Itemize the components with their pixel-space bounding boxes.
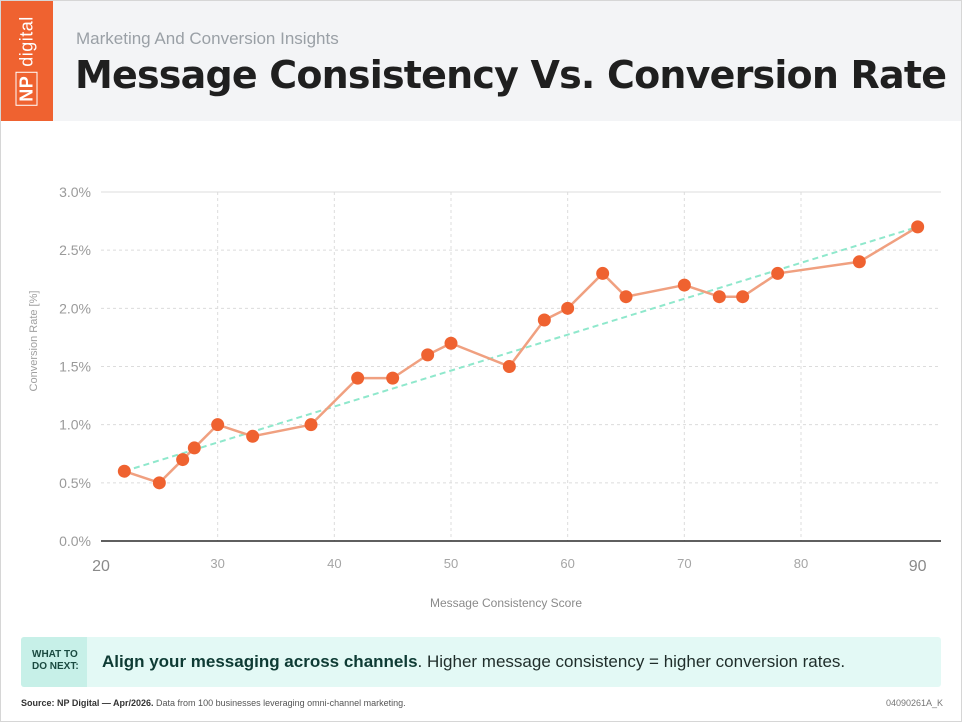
data-point xyxy=(596,266,610,280)
source-rest: Data from 100 businesses leveraging omni… xyxy=(153,698,406,708)
page-title: Message Consistency Vs. Conversion Rate xyxy=(75,53,947,97)
data-point xyxy=(211,418,225,432)
data-point xyxy=(771,266,785,280)
x-tick-label: 20 xyxy=(92,558,110,575)
data-point xyxy=(246,429,260,443)
series-line xyxy=(123,225,919,485)
x-tick-label: 80 xyxy=(794,556,808,571)
x-tick-label: 90 xyxy=(909,558,927,575)
header: NPdigital Marketing And Conversion Insig… xyxy=(1,1,961,121)
y-tick-label: 2.5% xyxy=(59,242,91,258)
source-bold: Source: NP Digital — Apr/2026. xyxy=(21,698,154,708)
data-point xyxy=(502,360,516,373)
data-point xyxy=(911,220,925,234)
data-point xyxy=(152,476,166,490)
callout-tag-text: WHAT TO DO NEXT: xyxy=(32,649,79,672)
callout-bold: Align your messaging across channels xyxy=(102,652,418,671)
data-point xyxy=(852,255,866,269)
x-axis-label: Message Consistency Score xyxy=(430,596,582,610)
data-point xyxy=(304,418,318,432)
x-tick-label: 40 xyxy=(327,556,341,571)
y-tick-label: 1.0% xyxy=(59,417,91,433)
callout-text: Align your messaging across channels. Hi… xyxy=(102,652,845,672)
data-point xyxy=(444,336,458,350)
y-tick-label: 0.0% xyxy=(59,533,91,549)
data-point xyxy=(561,301,575,315)
y-axis-label: Conversion Rate [%] xyxy=(28,291,40,392)
x-tick-label: 60 xyxy=(560,556,574,571)
data-point xyxy=(712,290,726,304)
data-point xyxy=(421,348,435,362)
data-point xyxy=(117,464,131,478)
data-point xyxy=(187,441,201,455)
np-digital-logo: NPdigital xyxy=(1,1,53,121)
line-chart: 0.0% 0.5% 1.0% 1.5% 2.0% 2.5% 3.0% 20 30 40 50 60 70… xyxy=(28,184,941,610)
y-tick-label: 3.0% xyxy=(59,184,91,200)
x-tick-label: 50 xyxy=(444,556,458,571)
source-note: Source: NP Digital — Apr/2026. Data from… xyxy=(21,698,406,708)
next-step-callout: WHAT TO DO NEXT: Align your messaging ac… xyxy=(21,637,941,687)
data-point xyxy=(176,453,190,467)
y-tick-label: 1.5% xyxy=(59,359,91,375)
x-tick-label: 70 xyxy=(677,556,691,571)
data-point xyxy=(386,371,400,385)
page-subtitle: Marketing And Conversion Insights xyxy=(76,29,339,48)
y-tick-label: 0.5% xyxy=(59,475,91,491)
callout-rest: . Higher message consistency = higher co… xyxy=(417,652,846,671)
data-point xyxy=(619,290,633,304)
data-point xyxy=(736,290,750,304)
callout-tag: WHAT TO DO NEXT: xyxy=(21,637,87,687)
data-point xyxy=(677,278,691,292)
data-point xyxy=(351,371,365,385)
data-point xyxy=(537,313,551,327)
asset-code: 04090261A_K xyxy=(885,698,943,708)
y-tick-label: 2.0% xyxy=(59,300,91,316)
x-tick-label: 30 xyxy=(210,556,224,571)
